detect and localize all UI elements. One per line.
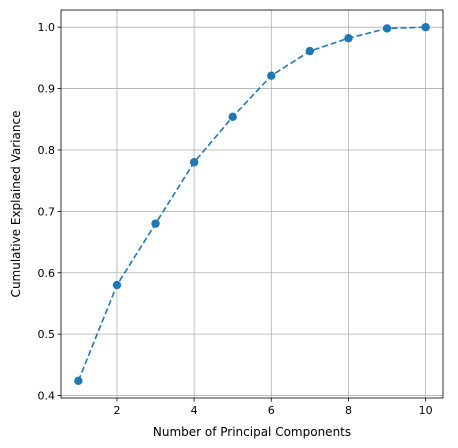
series-line-0 <box>77 26 426 382</box>
x-axis-ticks: 2 4 6 8 10 <box>113 398 433 417</box>
data-series <box>74 22 430 386</box>
x-tick-label-2: 2 <box>113 404 120 417</box>
y-axis-label: Cumulative Explained Variance <box>9 111 23 298</box>
data-point-7 <box>305 46 315 56</box>
data-point-3 <box>151 219 160 228</box>
data-point-2 <box>112 280 122 290</box>
y-tick-label-0.8: 0.8 <box>38 144 56 157</box>
data-point-9 <box>382 24 392 33</box>
y-tick-label-0.6: 0.6 <box>38 267 56 280</box>
x-axis-label: Number of Principal Components <box>153 425 351 439</box>
y-axis-ticks: 0.4 0.5 0.6 0.7 0.8 0.9 1.0 <box>38 21 61 403</box>
x-tick-label-8: 8 <box>345 404 352 417</box>
x-tick-label-6: 6 <box>268 404 275 417</box>
y-tick-label-0.9: 0.9 <box>38 83 56 96</box>
data-point-6 <box>267 71 276 80</box>
data-point-4 <box>189 158 199 167</box>
plot-frame <box>60 9 444 399</box>
y-tick-label-0.4: 0.4 <box>38 390 56 403</box>
data-point-5 <box>228 112 237 122</box>
y-tick-label-0.5: 0.5 <box>38 328 56 341</box>
x-tick-label-4: 4 <box>191 404 198 417</box>
x-tick-label-10: 10 <box>419 404 433 417</box>
data-point-8 <box>344 34 353 43</box>
y-tick-label-0.7: 0.7 <box>38 205 56 218</box>
data-point-1 <box>74 376 83 386</box>
y-tick-label-1: 1.0 <box>38 21 56 34</box>
data-point-10 <box>421 22 430 32</box>
